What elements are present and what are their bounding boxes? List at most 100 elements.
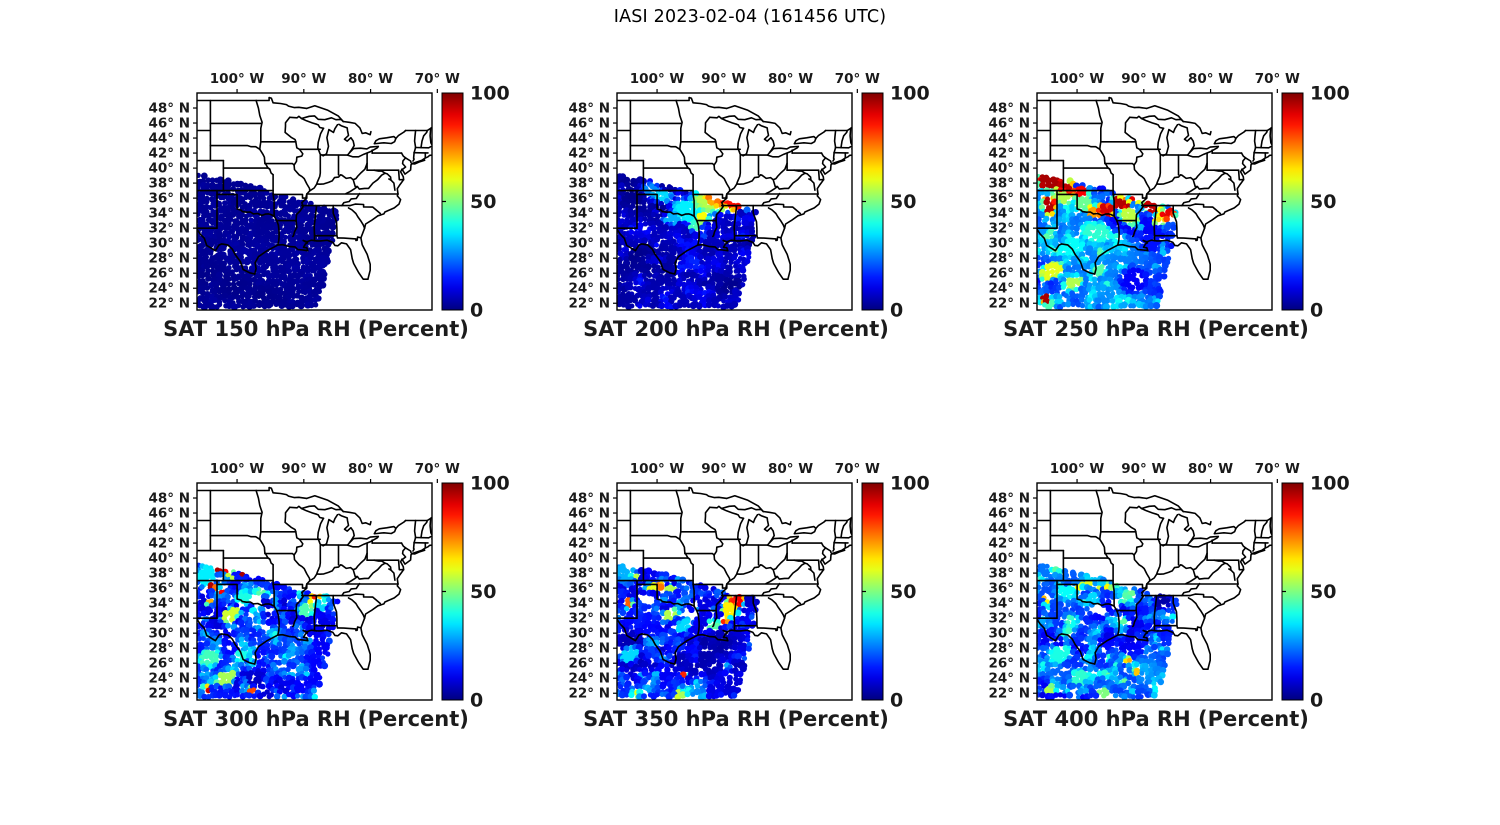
svg-text:70° W: 70° W	[415, 461, 460, 477]
svg-text:48° N: 48° N	[988, 101, 1030, 117]
svg-text:22° N: 22° N	[568, 686, 610, 702]
svg-text:36° N: 36° N	[988, 191, 1030, 207]
colorbar: 0 50 100	[861, 83, 930, 322]
svg-text:50: 50	[890, 581, 916, 603]
svg-text:48° N: 48° N	[568, 101, 610, 117]
colorbar: 0 50 100	[441, 473, 510, 712]
svg-text:46° N: 46° N	[148, 116, 190, 132]
colorbar: 0 50 100	[441, 83, 510, 322]
svg-text:38° N: 38° N	[148, 566, 190, 582]
svg-text:34° N: 34° N	[148, 596, 190, 612]
axis-labels: 100° W 90° W 80° W 70° W 48° N46° N44° N42° …	[988, 71, 1300, 312]
svg-text:80° W: 80° W	[348, 461, 393, 477]
panel-title-150: SAT 150 hPa RH (Percent)	[163, 317, 469, 341]
svg-text:30° N: 30° N	[148, 626, 190, 642]
svg-text:40° N: 40° N	[988, 161, 1030, 177]
svg-text:34° N: 34° N	[568, 596, 610, 612]
svg-text:22° N: 22° N	[148, 296, 190, 312]
svg-text:80° W: 80° W	[768, 461, 813, 477]
svg-text:40° N: 40° N	[568, 551, 610, 567]
svg-text:30° N: 30° N	[988, 236, 1030, 252]
svg-text:90° W: 90° W	[281, 71, 326, 87]
svg-text:50: 50	[890, 191, 916, 213]
map-frame	[196, 92, 433, 311]
axis-labels: 100° W 90° W 80° W 70° W 48° N46° N44° N42° …	[148, 461, 460, 702]
svg-text:34° N: 34° N	[988, 206, 1030, 222]
svg-text:70° W: 70° W	[835, 461, 880, 477]
svg-text:100: 100	[890, 83, 930, 105]
svg-text:36° N: 36° N	[148, 191, 190, 207]
svg-text:80° W: 80° W	[1188, 71, 1233, 87]
panel-map-200: 100° W 90° W 80° W 70° W 48° N46° N44° N42° …	[568, 71, 930, 322]
svg-text:44° N: 44° N	[568, 521, 610, 537]
svg-text:100° W: 100° W	[1050, 71, 1105, 87]
svg-text:40° N: 40° N	[148, 161, 190, 177]
svg-text:24° N: 24° N	[148, 281, 190, 297]
panel-title-300: SAT 300 hPa RH (Percent)	[163, 707, 469, 731]
map-frame	[616, 482, 853, 701]
figure-title: IASI 2023-02-04 (161456 UTC)	[613, 7, 887, 27]
svg-text:46° N: 46° N	[568, 116, 610, 132]
svg-text:30° N: 30° N	[568, 236, 610, 252]
svg-text:70° W: 70° W	[1255, 71, 1300, 87]
svg-text:26° N: 26° N	[148, 266, 190, 282]
svg-text:46° N: 46° N	[988, 116, 1030, 132]
svg-text:24° N: 24° N	[148, 671, 190, 687]
svg-text:22° N: 22° N	[568, 296, 610, 312]
map-frame	[1036, 92, 1273, 311]
panel-map-300: 100° W 90° W 80° W 70° W 48° N46° N44° N42° …	[148, 461, 510, 712]
panel-title-350: SAT 350 hPa RH (Percent)	[583, 707, 889, 731]
svg-text:26° N: 26° N	[568, 266, 610, 282]
svg-text:26° N: 26° N	[148, 656, 190, 672]
svg-text:70° W: 70° W	[415, 71, 460, 87]
svg-text:0: 0	[1310, 300, 1323, 322]
svg-text:34° N: 34° N	[148, 206, 190, 222]
svg-text:28° N: 28° N	[568, 251, 610, 267]
svg-text:32° N: 32° N	[568, 611, 610, 627]
map-frame	[1036, 482, 1273, 701]
svg-text:22° N: 22° N	[988, 296, 1030, 312]
svg-text:28° N: 28° N	[988, 251, 1030, 267]
axis-labels: 100° W 90° W 80° W 70° W 48° N46° N44° N42° …	[148, 71, 460, 312]
svg-text:24° N: 24° N	[568, 671, 610, 687]
rh-observation-dots	[617, 563, 760, 700]
svg-text:70° W: 70° W	[835, 71, 880, 87]
svg-text:42° N: 42° N	[148, 146, 190, 162]
axis-labels: 100° W 90° W 80° W 70° W 48° N46° N44° N42° …	[568, 461, 880, 702]
svg-text:0: 0	[470, 300, 483, 322]
svg-text:100° W: 100° W	[210, 461, 265, 477]
svg-text:100: 100	[470, 473, 510, 495]
svg-text:100° W: 100° W	[630, 71, 685, 87]
us-state-outlines	[1037, 96, 1272, 280]
svg-text:24° N: 24° N	[568, 281, 610, 297]
svg-text:36° N: 36° N	[568, 191, 610, 207]
rh-observation-dots	[197, 172, 340, 310]
svg-text:40° N: 40° N	[148, 551, 190, 567]
svg-text:34° N: 34° N	[568, 206, 610, 222]
svg-text:28° N: 28° N	[148, 251, 190, 267]
svg-text:100: 100	[890, 473, 930, 495]
svg-text:36° N: 36° N	[148, 581, 190, 597]
svg-text:42° N: 42° N	[988, 146, 1030, 162]
svg-text:50: 50	[470, 191, 496, 213]
svg-text:42° N: 42° N	[148, 536, 190, 552]
map-frame	[196, 482, 433, 701]
svg-text:32° N: 32° N	[148, 611, 190, 627]
panel-title-250: SAT 250 hPa RH (Percent)	[1003, 317, 1309, 341]
svg-text:0: 0	[470, 690, 483, 712]
svg-text:44° N: 44° N	[988, 131, 1030, 147]
svg-text:26° N: 26° N	[988, 266, 1030, 282]
svg-text:42° N: 42° N	[568, 146, 610, 162]
axis-labels: 100° W 90° W 80° W 70° W 48° N46° N44° N42° …	[568, 71, 880, 312]
svg-text:50: 50	[1310, 191, 1336, 213]
svg-text:28° N: 28° N	[568, 641, 610, 657]
svg-text:40° N: 40° N	[568, 161, 610, 177]
svg-text:48° N: 48° N	[568, 491, 610, 507]
us-state-outlines	[197, 486, 432, 670]
svg-text:24° N: 24° N	[988, 281, 1030, 297]
svg-text:50: 50	[470, 581, 496, 603]
svg-text:48° N: 48° N	[148, 491, 190, 507]
us-state-outlines	[617, 96, 852, 280]
svg-text:28° N: 28° N	[148, 641, 190, 657]
svg-text:38° N: 38° N	[988, 176, 1030, 192]
